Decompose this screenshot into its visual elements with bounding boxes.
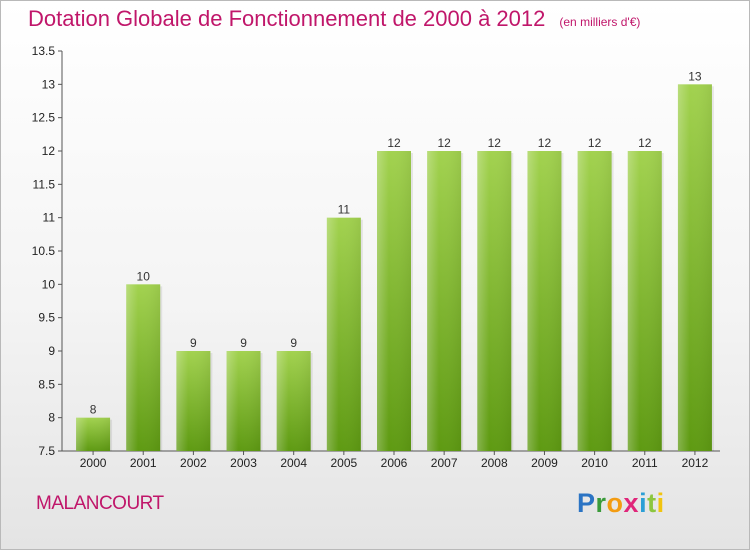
bar-value-label: 11 — [338, 203, 351, 217]
bar-highlight — [276, 351, 311, 451]
x-tick-label: 2003 — [230, 456, 257, 470]
data-labels: 8 10 9 9 9 11 12 12 12 12 12 12 13 — [90, 69, 702, 416]
x-tick-label: 2001 — [130, 456, 157, 470]
bar-value-label: 12 — [538, 136, 552, 150]
bar-value-label: 9 — [190, 336, 197, 350]
bar-highlight — [377, 151, 411, 451]
logo-letter: i — [639, 488, 648, 518]
chart-subtitle: (en milliers d'€) — [559, 15, 641, 29]
y-tick-label: 12.5 — [32, 111, 56, 125]
bar-highlight — [427, 151, 462, 451]
bar-value-label: 12 — [588, 136, 602, 150]
x-tick-label: 2008 — [481, 456, 508, 470]
x-tick-label: 2000 — [80, 456, 107, 470]
bar-value-label: 9 — [240, 336, 247, 350]
x-tick-label: 2004 — [280, 456, 307, 470]
y-tick-label: 13.5 — [32, 44, 56, 58]
x-tick-label: 2002 — [180, 456, 207, 470]
bar-highlight — [577, 151, 612, 451]
logo-letter: P — [577, 488, 596, 518]
y-tick-label: 10 — [42, 277, 56, 291]
bar-highlight — [176, 351, 211, 451]
proxiti-logo: Proxiti — [577, 488, 665, 519]
logo-letter: o — [606, 488, 624, 518]
x-tick-label: 2005 — [330, 456, 357, 470]
y-tick-label: 11.5 — [33, 177, 56, 191]
x-tick-label: 2010 — [581, 456, 608, 470]
bar-value-label: 8 — [90, 403, 97, 417]
bar-highlight — [76, 417, 111, 451]
bar-highlight — [226, 351, 261, 451]
bar-highlight — [126, 284, 161, 451]
bar-value-label: 12 — [488, 136, 502, 150]
y-tick-label: 8.5 — [38, 377, 55, 391]
y-tick-label: 7.5 — [38, 444, 55, 458]
axes: 7.5 8 8.5 9 9.5 10 10.5 11 11.5 12 12.5 13 13.5 2000 2… — [32, 44, 720, 470]
bar-highlight — [627, 151, 662, 451]
bar-value-label: 12 — [638, 136, 652, 150]
y-tick-label: 12 — [42, 144, 56, 158]
y-tick-label: 8 — [48, 411, 55, 425]
bar-highlight — [326, 217, 361, 451]
x-tick-label: 2009 — [531, 456, 558, 470]
x-tick-label: 2011 — [632, 456, 658, 470]
chart-title-text: Dotation Globale de Fonctionnement de 20… — [28, 6, 546, 31]
bar-value-label: 9 — [290, 336, 297, 350]
bar-highlight — [527, 151, 562, 451]
bar-value-label: 12 — [387, 136, 401, 150]
x-tick-label: 2012 — [682, 456, 709, 470]
y-tick-label: 9 — [48, 344, 55, 358]
bar-value-label: 12 — [437, 136, 451, 150]
logo-letter: r — [595, 488, 607, 518]
bar-value-label: 10 — [137, 269, 151, 283]
logo-letter: t — [647, 488, 657, 518]
bar-highlight — [477, 151, 512, 451]
chart-title: Dotation Globale de Fonctionnement de 20… — [28, 6, 640, 32]
y-tick-label: 9.5 — [38, 311, 55, 325]
y-tick-label: 11 — [43, 211, 56, 225]
x-tick-label: 2006 — [381, 456, 408, 470]
bar-value-label: 13 — [688, 69, 702, 83]
bar-highlight — [677, 84, 712, 451]
x-tick-label: 2007 — [431, 456, 458, 470]
y-tick-label: 13 — [42, 77, 56, 91]
logo-letter: i — [656, 488, 665, 518]
y-tick-label: 10.5 — [32, 244, 56, 258]
bars — [76, 84, 714, 451]
logo-letter: x — [623, 488, 640, 518]
place-name: MALANCOURT — [36, 493, 164, 514]
